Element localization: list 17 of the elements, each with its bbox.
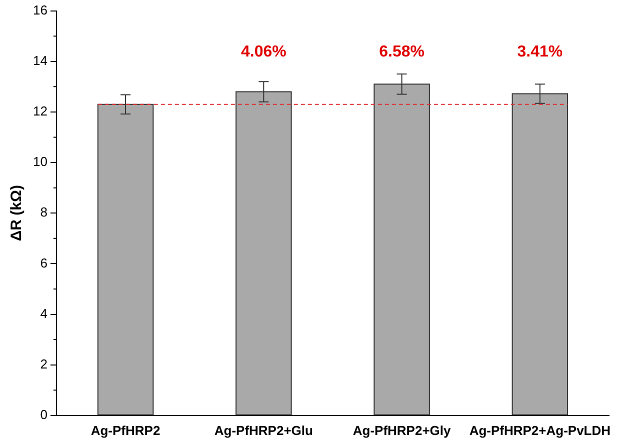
x-tick-label: Ag-PfHRP2+Ag-PvLDH [469,422,611,438]
x-tick-label: Ag-PfHRP2+Glu [214,422,314,438]
x-tick-label: Ag-PfHRP2 [90,422,160,438]
y-tick-label: 4 [40,306,48,321]
y-tick-label: 12 [32,104,48,119]
annotation: 3.41% [517,43,563,60]
x-tick-label: Ag-PfHRP2+Gly [352,422,452,438]
y-tick-label: 14 [32,52,48,68]
annotation: 6.58% [379,43,424,60]
y-tick-label: 0 [40,406,48,422]
y-tick-label: 6 [40,255,48,270]
y-axis-title: ΔR (kΩ) [8,185,26,242]
y-tick-label: 10 [32,154,48,170]
y-tick-label: 2 [40,356,48,372]
annotation: 4.06% [240,43,286,60]
y-tick-label: 8 [40,204,48,220]
y-tick-label: 16 [32,2,48,18]
